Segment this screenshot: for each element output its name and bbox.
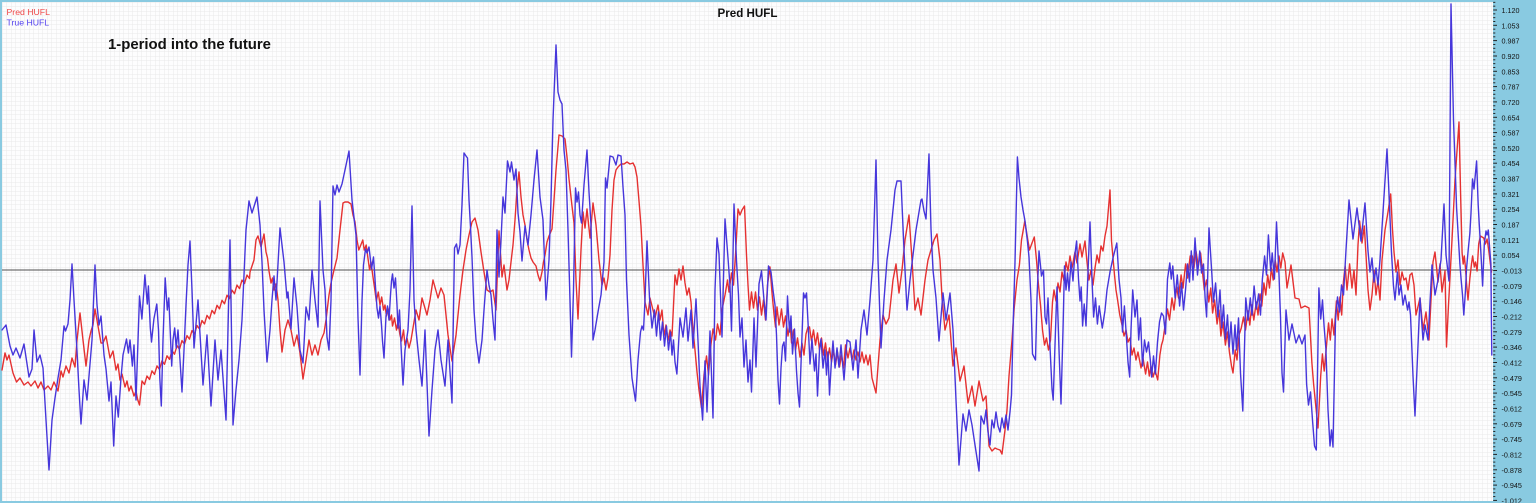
svg-text:0.987: 0.987 <box>1502 37 1520 46</box>
svg-text:0.321: 0.321 <box>1502 190 1520 199</box>
svg-text:0.187: 0.187 <box>1502 221 1520 230</box>
svg-text:True HUFL: True HUFL <box>7 18 50 28</box>
svg-text:0.054: 0.054 <box>1502 251 1520 260</box>
svg-text:0.920: 0.920 <box>1502 52 1520 61</box>
svg-text:-0.212: -0.212 <box>1502 313 1522 322</box>
svg-text:-1.012: -1.012 <box>1502 496 1522 503</box>
svg-text:-0.279: -0.279 <box>1502 328 1522 337</box>
svg-text:-0.812: -0.812 <box>1502 450 1522 459</box>
svg-text:-0.679: -0.679 <box>1502 420 1522 429</box>
svg-text:-0.878: -0.878 <box>1502 466 1522 475</box>
svg-text:-0.013: -0.013 <box>1502 267 1522 276</box>
svg-text:-0.745: -0.745 <box>1502 435 1522 444</box>
svg-text:0.520: 0.520 <box>1502 144 1520 153</box>
svg-text:-0.146: -0.146 <box>1502 297 1522 306</box>
svg-text:0.121: 0.121 <box>1502 236 1520 245</box>
svg-text:Pred HUFL: Pred HUFL <box>7 7 51 17</box>
svg-text:-0.479: -0.479 <box>1502 374 1522 383</box>
svg-text:0.853: 0.853 <box>1502 67 1520 76</box>
svg-text:-0.412: -0.412 <box>1502 359 1522 368</box>
svg-text:0.454: 0.454 <box>1502 159 1520 168</box>
svg-text:0.720: 0.720 <box>1502 98 1520 107</box>
svg-text:-0.612: -0.612 <box>1502 404 1522 413</box>
svg-text:0.787: 0.787 <box>1502 83 1520 92</box>
svg-text:Pred HUFL: Pred HUFL <box>718 7 778 20</box>
svg-text:1-period into the future: 1-period into the future <box>108 37 271 53</box>
svg-text:-0.545: -0.545 <box>1502 389 1522 398</box>
svg-text:0.587: 0.587 <box>1502 129 1520 138</box>
svg-text:-0.945: -0.945 <box>1502 481 1522 490</box>
svg-text:-0.079: -0.079 <box>1502 282 1522 291</box>
svg-text:-0.346: -0.346 <box>1502 343 1522 352</box>
svg-text:0.387: 0.387 <box>1502 175 1520 184</box>
svg-text:1.053: 1.053 <box>1502 21 1520 30</box>
svg-text:1.120: 1.120 <box>1502 6 1520 15</box>
svg-text:0.254: 0.254 <box>1502 205 1520 214</box>
svg-text:0.654: 0.654 <box>1502 113 1520 122</box>
